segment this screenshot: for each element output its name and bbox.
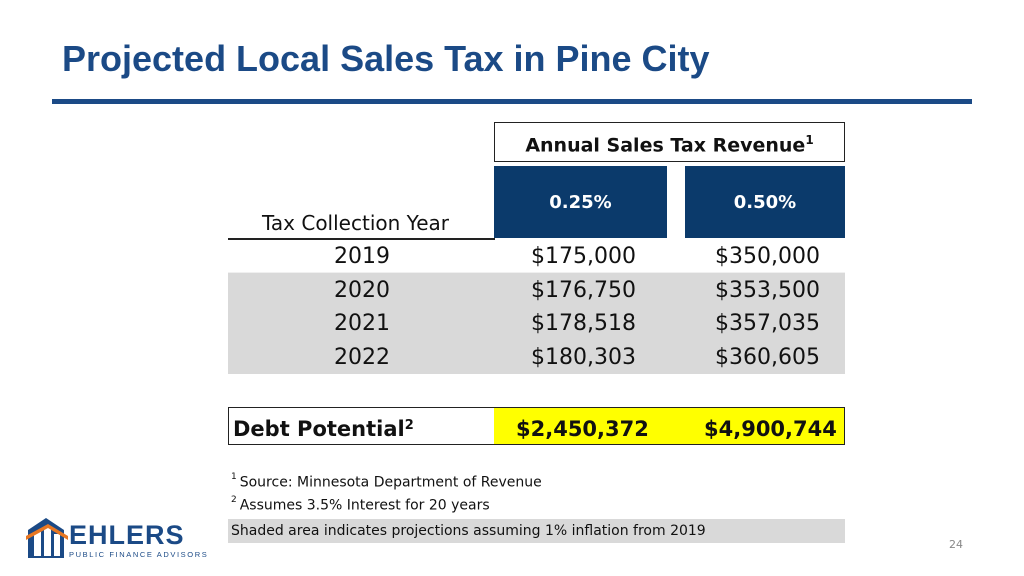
year-cell: 2022 [334,345,390,370]
revenue-cell-0-50: $350,000 [715,244,820,269]
title-divider [52,99,972,104]
revenue-cell-0-50: $360,605 [715,345,820,370]
revenue-cell-0-25: $178,518 [531,311,636,336]
year-cell: 2020 [334,278,390,303]
debt-potential-label: Debt Potential [233,417,405,441]
page-number: 24 [949,538,963,551]
year-cell: 2019 [334,244,390,269]
table-row: 2020 $176,750 $353,500 [228,274,845,307]
footnote-source: 1 Source: Minnesota Department of Revenue [231,472,542,491]
rate-header-0-50: 0.50% [685,166,845,238]
table-row: 2019 $175,000 $350,000 [228,240,845,273]
projection-shading [228,273,845,374]
footnote-text: Source: Minnesota Department of Revenue [239,474,542,491]
page-title: Projected Local Sales Tax in Pine City [62,38,710,79]
year-cell: 2021 [334,311,390,336]
row-header-label: Tax Collection Year [262,211,449,235]
debt-value-0-50: $4,900,744 [704,417,837,441]
table-row: 2021 $178,518 $357,035 [228,307,845,340]
row-separator [228,272,845,273]
logo-tagline: PUBLIC FINANCE ADVISORS [69,550,209,559]
debt-values-highlight: $2,450,372 $4,900,744 [494,408,844,444]
logo-wordmark: EHLERS [69,520,185,550]
header-underline [228,238,495,240]
group-header: Annual Sales Tax Revenue1 [494,122,845,162]
debt-footnote-mark: 2 [404,417,414,433]
footnote-assumption: 2 Assumes 3.5% Interest for 20 years [231,495,490,514]
revenue-cell-0-50: $357,035 [715,311,820,336]
table-row: 2022 $180,303 $360,605 [228,341,845,374]
footnote-mark: 2 [231,495,237,505]
ehlers-logo-icon [26,518,68,558]
group-header-footnote-mark: 1 [805,133,814,148]
footnote-text: Assumes 3.5% Interest for 20 years [239,497,490,514]
revenue-cell-0-25: $180,303 [531,345,636,370]
rate-header-0-25: 0.25% [494,166,667,238]
revenue-cell-0-50: $353,500 [715,278,820,303]
revenue-cell-0-25: $176,750 [531,278,636,303]
debt-value-0-25: $2,450,372 [516,417,649,441]
shading-legend-note: Shaded area indicates projections assumi… [228,519,845,543]
footnote-mark: 1 [231,472,237,482]
group-header-label: Annual Sales Tax Revenue [525,134,806,157]
revenue-cell-0-25: $175,000 [531,244,636,269]
debt-potential-row: Debt Potential 2 $2,450,372 $4,900,744 [228,407,845,445]
